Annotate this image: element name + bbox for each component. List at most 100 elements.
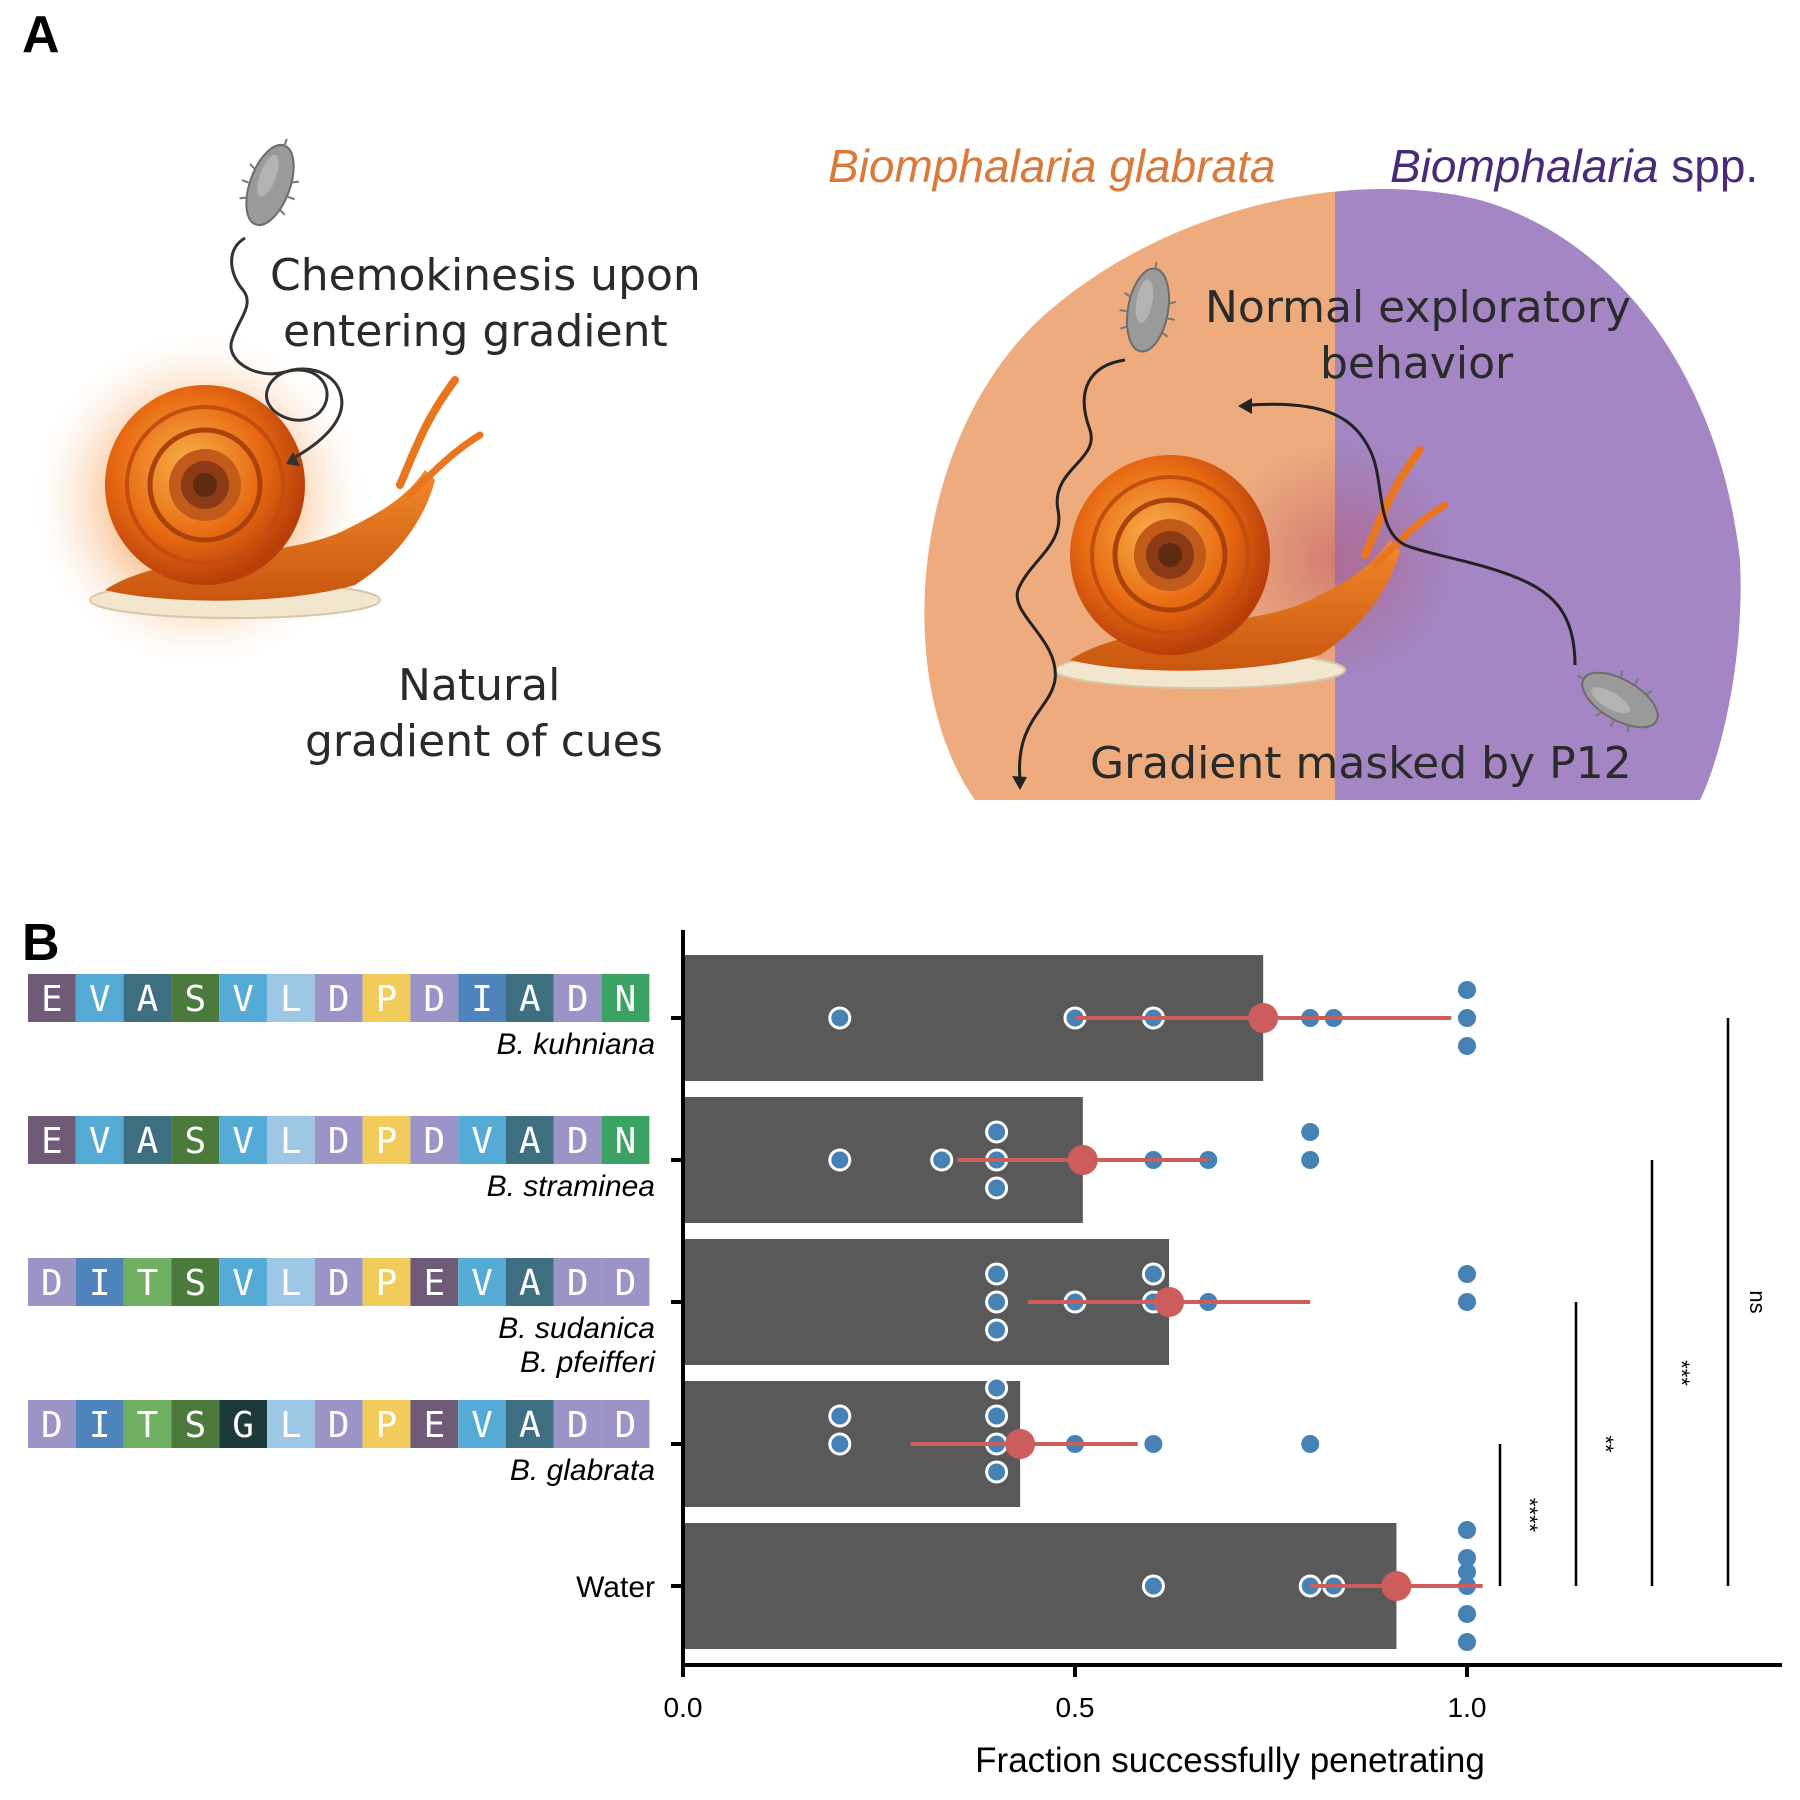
residue-box — [601, 1116, 650, 1164]
residue-box — [314, 1400, 363, 1448]
residue-letter: D — [567, 1405, 589, 1446]
residue-letter: P — [376, 1405, 398, 1446]
residue-letter: I — [89, 1405, 111, 1446]
panel-letter-a: A — [22, 6, 60, 64]
data-point — [985, 1460, 1009, 1484]
data-point — [985, 1404, 1009, 1428]
residue-box — [28, 1258, 76, 1306]
residue-box — [219, 1258, 267, 1306]
normal-behavior-label-line2: behavior — [1320, 338, 1514, 389]
species-title-spp: Biomphalaria spp. — [1390, 140, 1758, 192]
residue-box — [267, 1116, 315, 1164]
natural-gradient-illustration: Chemokinesis upon entering gradient Natu… — [35, 128, 701, 767]
chemokinesis-path — [229, 236, 344, 462]
residue-letter: V — [232, 1263, 254, 1304]
residue-letter: D — [423, 979, 445, 1020]
residue-letter: I — [471, 979, 493, 1020]
residue-box — [506, 974, 554, 1022]
residue-box — [171, 974, 220, 1022]
residue-box — [75, 1400, 124, 1448]
species-label: B. glabrata — [510, 1454, 655, 1487]
residue-letter: L — [280, 979, 302, 1020]
residue-box — [123, 1400, 172, 1448]
arrowhead-icon — [1238, 398, 1252, 414]
residue-box — [458, 1400, 506, 1448]
residue-box — [123, 1258, 172, 1306]
residue-letter: D — [567, 1263, 589, 1304]
data-point — [1458, 1293, 1476, 1311]
residue-letter: D — [328, 1263, 350, 1304]
data-point — [985, 1290, 1009, 1314]
species-label: B. sudanica — [498, 1312, 655, 1345]
x-tick-label: 0.0 — [664, 1692, 703, 1723]
data-point — [828, 1404, 852, 1428]
residue-letter: D — [41, 1263, 63, 1304]
residue-letter: E — [423, 1405, 445, 1446]
residue-box — [458, 1258, 506, 1306]
residue-box — [410, 1258, 459, 1306]
data-point — [828, 1432, 852, 1456]
residue-box — [219, 1400, 267, 1448]
significance-label: ** — [1593, 1435, 1618, 1453]
residue-letter: V — [232, 1121, 254, 1162]
residue-box — [601, 974, 650, 1022]
residue-letter: P — [376, 1121, 398, 1162]
data-point — [1458, 1605, 1476, 1623]
residue-letter: D — [328, 1405, 350, 1446]
residue-letter: N — [615, 1121, 637, 1162]
residue-letter: P — [376, 979, 398, 1020]
residue-letter: P — [376, 1263, 398, 1304]
arrowhead-icon — [1012, 776, 1027, 790]
residue-letter: D — [615, 1263, 637, 1304]
residue-box — [553, 974, 602, 1022]
species-label: B. kuhniana — [497, 1028, 655, 1061]
residue-letter: A — [137, 979, 159, 1020]
residue-letter: S — [184, 979, 206, 1020]
residue-box — [171, 1258, 220, 1306]
data-point — [1458, 1563, 1476, 1581]
residue-letter: D — [567, 1121, 589, 1162]
water-label: Water — [576, 1571, 655, 1604]
residue-letter: V — [471, 1405, 493, 1446]
residue-letter: D — [328, 1121, 350, 1162]
residue-box — [28, 1400, 76, 1448]
data-point — [930, 1148, 954, 1172]
residue-box — [506, 1258, 554, 1306]
masked-gradient-illustration: Biomphalaria glabrata Biomphalaria spp. … — [828, 140, 1758, 801]
arrowhead-icon — [286, 452, 300, 466]
residue-letter: S — [184, 1263, 206, 1304]
residue-letter: V — [89, 979, 111, 1020]
data-point — [1458, 1037, 1476, 1055]
residue-letter: L — [280, 1121, 302, 1162]
data-point — [985, 1120, 1009, 1144]
residue-box — [362, 974, 411, 1022]
residue-letter: E — [423, 1263, 445, 1304]
mean-marker — [1248, 1003, 1279, 1033]
residue-box — [553, 1116, 602, 1164]
data-point — [985, 1262, 1009, 1286]
residue-letter: T — [137, 1263, 159, 1304]
data-point — [1141, 1262, 1165, 1286]
residue-letter: A — [519, 1263, 541, 1304]
penetration-chart: 0.0 0.5 1.0 Fraction successfully penetrati… — [664, 930, 1782, 1780]
residue-letter: D — [328, 979, 350, 1020]
residue-letter: S — [184, 1405, 206, 1446]
residue-letter: A — [137, 1121, 159, 1162]
data-point — [1144, 1435, 1163, 1453]
residue-letter: V — [471, 1121, 493, 1162]
exploratory-path-left — [1015, 358, 1126, 781]
data-point — [1458, 1633, 1476, 1651]
panel-letter-b: B — [22, 914, 60, 972]
residue-letter: S — [184, 1121, 206, 1162]
residue-letter: D — [423, 1121, 445, 1162]
residue-box — [314, 974, 363, 1022]
data-point — [1458, 1521, 1476, 1539]
residue-box — [314, 1258, 363, 1306]
species-title-spp-suffix: spp. — [1658, 140, 1758, 192]
data-point — [828, 1148, 852, 1172]
species-label: B. straminea — [487, 1170, 655, 1203]
residue-box — [506, 1116, 554, 1164]
residue-letter: E — [41, 979, 63, 1020]
significance-label: **** — [1517, 1498, 1542, 1533]
